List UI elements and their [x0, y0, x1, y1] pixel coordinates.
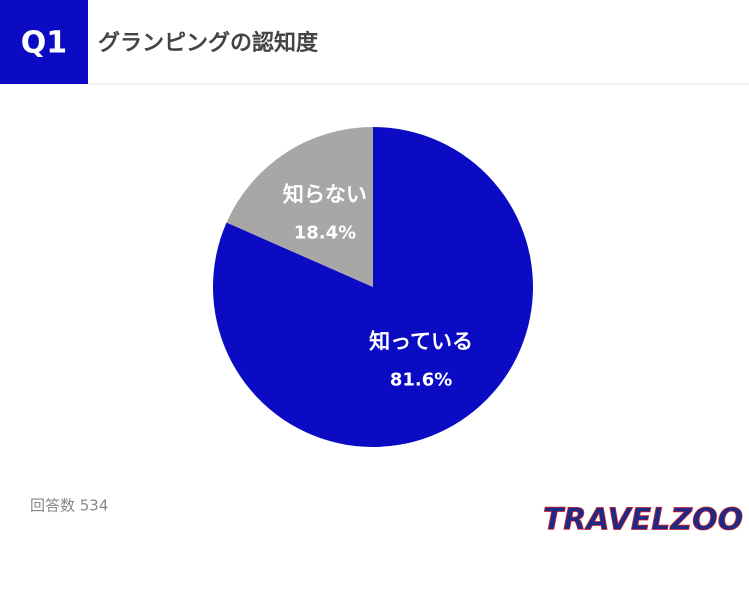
chart-title: グランピングの認知度: [98, 30, 319, 56]
logo: TRAVELZOO: [543, 503, 743, 538]
slice-label: 知っている: [369, 330, 473, 354]
badge: Q1: [21, 26, 67, 61]
value-label: 81.6%: [390, 370, 452, 391]
note: 回答数 534: [30, 497, 108, 515]
pie-slice: [213, 127, 533, 448]
badge-box: [0, 0, 88, 84]
pie-slice: [226, 127, 373, 287]
slice-label: 知らない: [283, 182, 367, 206]
value-label: 18.4%: [294, 222, 356, 243]
